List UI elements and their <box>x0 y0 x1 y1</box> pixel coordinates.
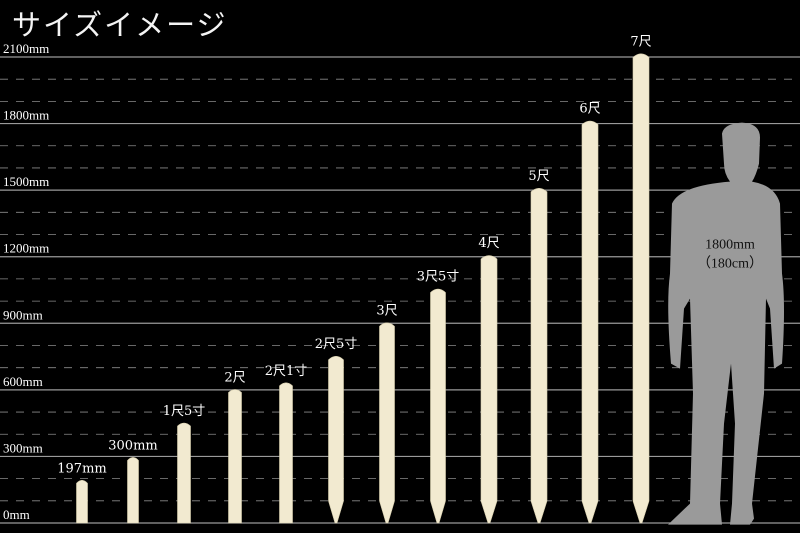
stake-label: 2尺5寸 <box>315 337 358 352</box>
y-tick-label: 1200mm <box>3 241 49 256</box>
stake-bar <box>76 479 88 524</box>
stake-bar <box>279 382 293 524</box>
stake-bar <box>480 255 498 524</box>
stake-label: 3尺 <box>376 303 397 318</box>
stake-bar <box>127 457 139 524</box>
stake-label: 4尺 <box>478 236 499 251</box>
stake-bar <box>632 53 650 524</box>
stake-label: 300mm <box>108 438 157 453</box>
stake-bar <box>379 322 395 524</box>
stake-label: 5尺 <box>528 169 549 184</box>
stake-label: 2尺 <box>224 371 245 386</box>
person-height-mm: 1800mm <box>705 238 755 253</box>
stake-bar <box>328 355 344 524</box>
y-tick-label: 0mm <box>3 507 30 522</box>
y-tick-label: 600mm <box>3 374 43 389</box>
y-tick-label: 1800mm <box>3 108 49 123</box>
y-tick-label: 300mm <box>3 440 43 455</box>
person-height-cm: （180cm） <box>697 256 763 272</box>
y-tick-label: 2100mm <box>3 41 49 56</box>
stake-bar <box>177 422 191 524</box>
stake-label: 2尺1寸 <box>265 364 308 379</box>
page-title: サイズイメージ <box>12 8 228 42</box>
stake-label: 197mm <box>57 461 106 476</box>
stake-label: 6尺 <box>579 102 600 117</box>
y-tick-label: 900mm <box>3 307 43 322</box>
stake-label: 3尺5寸 <box>417 270 460 285</box>
stake-bar <box>530 188 548 524</box>
stake-label: 7尺 <box>630 34 651 49</box>
stake-label: 1尺5寸 <box>163 404 206 419</box>
stake-bar <box>581 120 599 524</box>
y-tick-label: 1500mm <box>3 174 49 189</box>
person-silhouette <box>668 122 784 525</box>
stake-bar <box>430 288 446 524</box>
stake-bar <box>228 389 242 524</box>
